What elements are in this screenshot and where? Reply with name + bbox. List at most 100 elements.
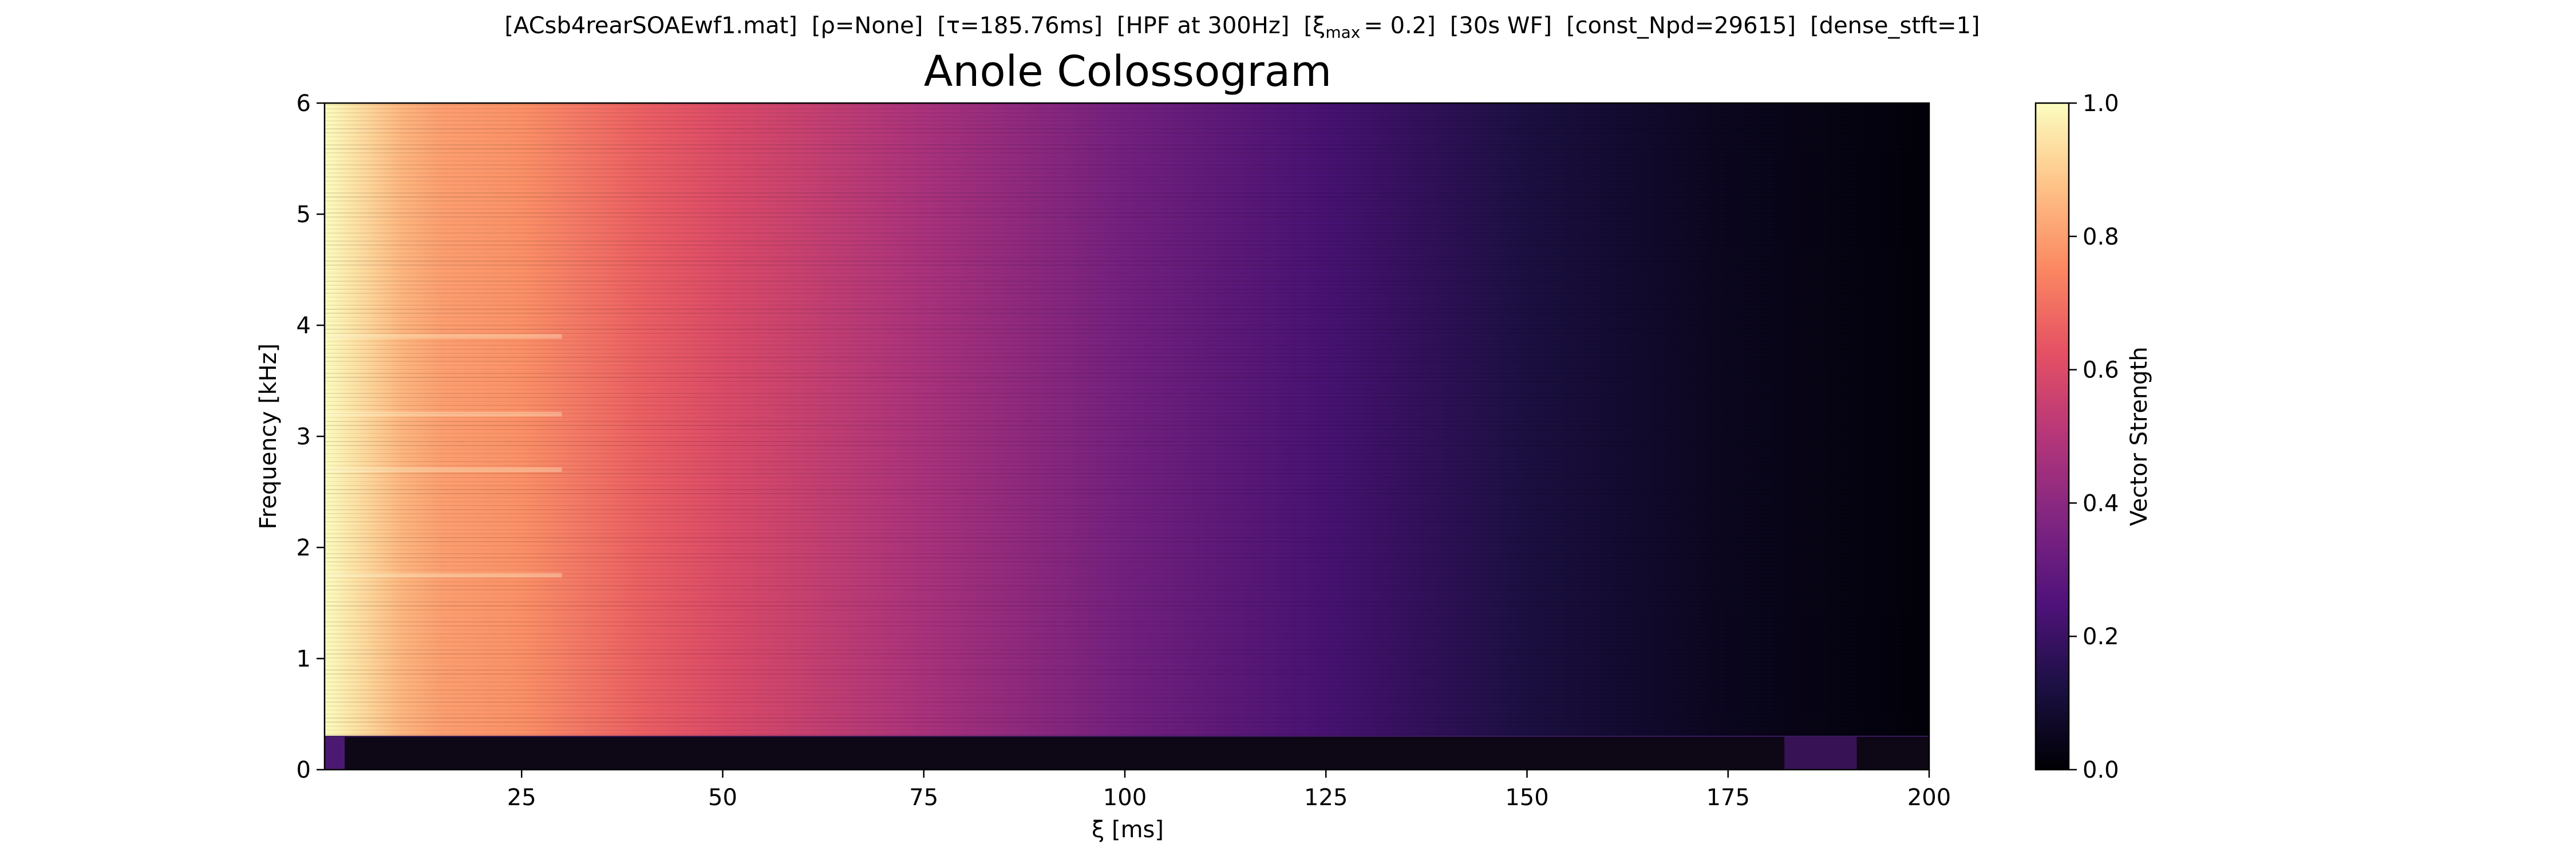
heatmap-striation: [325, 425, 1929, 426]
heatmap-striation: [325, 116, 1929, 117]
heatmap-striation: [325, 160, 1929, 161]
heatmap-striation: [325, 192, 1929, 194]
heatmap-striation: [325, 148, 1929, 149]
heatmap-striation: [325, 249, 1929, 250]
heatmap-striation: [325, 393, 1929, 394]
heatmap-striation: [325, 473, 1929, 474]
heatmap-striation: [325, 353, 1929, 354]
heatmap-striation: [325, 669, 1929, 671]
below-cutoff-left-edge: [325, 736, 345, 770]
heatmap-striation: [325, 293, 1929, 294]
heatmap-striation: [325, 465, 1929, 466]
below-cutoff-feature: [1784, 736, 1857, 770]
heatmap-striation: [325, 297, 1929, 298]
heatmap-striation: [325, 710, 1929, 711]
heatmap-striation: [325, 673, 1929, 675]
heatmap-striation: [325, 718, 1929, 719]
heatmap-striation: [325, 128, 1929, 129]
heatmap-striation: [325, 513, 1929, 514]
heatmap-striation: [325, 156, 1929, 157]
heatmap-striation: [325, 689, 1929, 691]
heatmap-striation: [325, 345, 1929, 346]
heatmap-striation: [325, 273, 1929, 274]
heatmap-striation: [325, 489, 1929, 490]
heatmap-band-highlight: [325, 412, 562, 417]
heatmap-striation: [325, 501, 1929, 502]
heatmap-striation: [325, 241, 1929, 242]
heatmap-striation: [325, 361, 1929, 362]
heatmap-striation: [325, 405, 1929, 406]
heatmap-striation: [325, 525, 1929, 526]
y-tick-label: 3: [297, 424, 311, 450]
heatmap-striation: [325, 445, 1929, 446]
heatmap-striation: [325, 112, 1929, 113]
heatmap-striation: [325, 168, 1929, 170]
y-tick-label: 4: [297, 313, 311, 339]
colorbar-gradient: [2034, 102, 2070, 771]
heatmap-striation: [325, 497, 1929, 498]
colorbar-tick-label: 1.0: [2083, 90, 2119, 117]
heatmap-striation: [325, 196, 1929, 198]
heatmap-striation: [325, 702, 1929, 703]
heatmap-below-cutoff-band: [325, 736, 1929, 770]
heatmap-striation: [325, 313, 1929, 314]
heatmap-striation: [325, 677, 1929, 679]
heatmap-frequency-striations: [325, 104, 1929, 735]
heatmap-striation: [325, 409, 1929, 410]
heatmap-striation: [325, 265, 1929, 266]
colorbar-tick-label: 0.0: [2083, 757, 2119, 783]
heatmap-striation: [325, 188, 1929, 190]
heatmap-striation: [325, 245, 1929, 246]
heatmap-striation: [325, 734, 1929, 735]
heatmap-striation: [325, 573, 1929, 574]
x-tick-label: 200: [1907, 785, 1951, 811]
heatmap-striation: [325, 637, 1929, 639]
heatmap-striation: [325, 417, 1929, 418]
x-axis-label: ξ [ms]: [1092, 817, 1164, 843]
heatmap-striation: [325, 537, 1929, 538]
heatmap-striation: [325, 301, 1929, 302]
colorbar: 0.0 0.2 0.4 0.6 0.8 1.0 Vector Strength: [2034, 90, 2152, 783]
x-tick-label: 50: [708, 785, 737, 811]
heatmap-striation: [325, 220, 1929, 222]
heatmap-striation: [325, 553, 1929, 554]
y-tick-label: 5: [297, 202, 311, 228]
heatmap-striation: [325, 305, 1929, 306]
heatmap-striation: [325, 289, 1929, 290]
heatmap-striation: [325, 233, 1929, 234]
heatmap-striation: [325, 317, 1929, 318]
heatmap-striation: [325, 714, 1929, 715]
heatmap-striation: [325, 377, 1929, 378]
colorbar-tick-label: 0.6: [2083, 357, 2119, 384]
y-axis: 0 1 2 3 4 5 6: [297, 90, 325, 783]
heatmap-striation: [325, 285, 1929, 286]
heatmap-striation: [325, 706, 1929, 707]
heatmap-striation: [325, 200, 1929, 202]
heatmap-striation: [325, 645, 1929, 647]
heatmap-band-highlight: [325, 467, 562, 472]
suptitle-xi-close: = 0.2]: [1364, 13, 1435, 39]
heatmap-striation: [325, 533, 1929, 534]
heatmap-striation: [325, 184, 1929, 186]
heatmap-striation: [325, 212, 1929, 214]
heatmap-striation: [325, 132, 1929, 133]
suptitle-file: [ACsb4rearSOAEwf1.mat]: [504, 13, 797, 39]
colorbar-label: Vector Strength: [2126, 346, 2152, 526]
heatmap-striation: [325, 136, 1929, 137]
x-tick-label: 125: [1304, 785, 1348, 811]
x-tick-label: 100: [1103, 785, 1147, 811]
heatmap-striation: [325, 349, 1929, 350]
heatmap-striation: [325, 369, 1929, 370]
heatmap-striation: [325, 397, 1929, 398]
heatmap-striation: [325, 601, 1929, 602]
heatmap-striation: [325, 485, 1929, 486]
heatmap-striation: [325, 493, 1929, 494]
colorbar-tick-label: 0.8: [2083, 224, 2119, 250]
heatmap-striation: [325, 164, 1929, 166]
heatmap-striation: [325, 441, 1929, 442]
heatmap-striation: [325, 685, 1929, 687]
heatmap-striation: [325, 657, 1929, 659]
heatmap-striation: [325, 457, 1929, 458]
suptitle-rho: [ρ=None]: [812, 13, 923, 39]
